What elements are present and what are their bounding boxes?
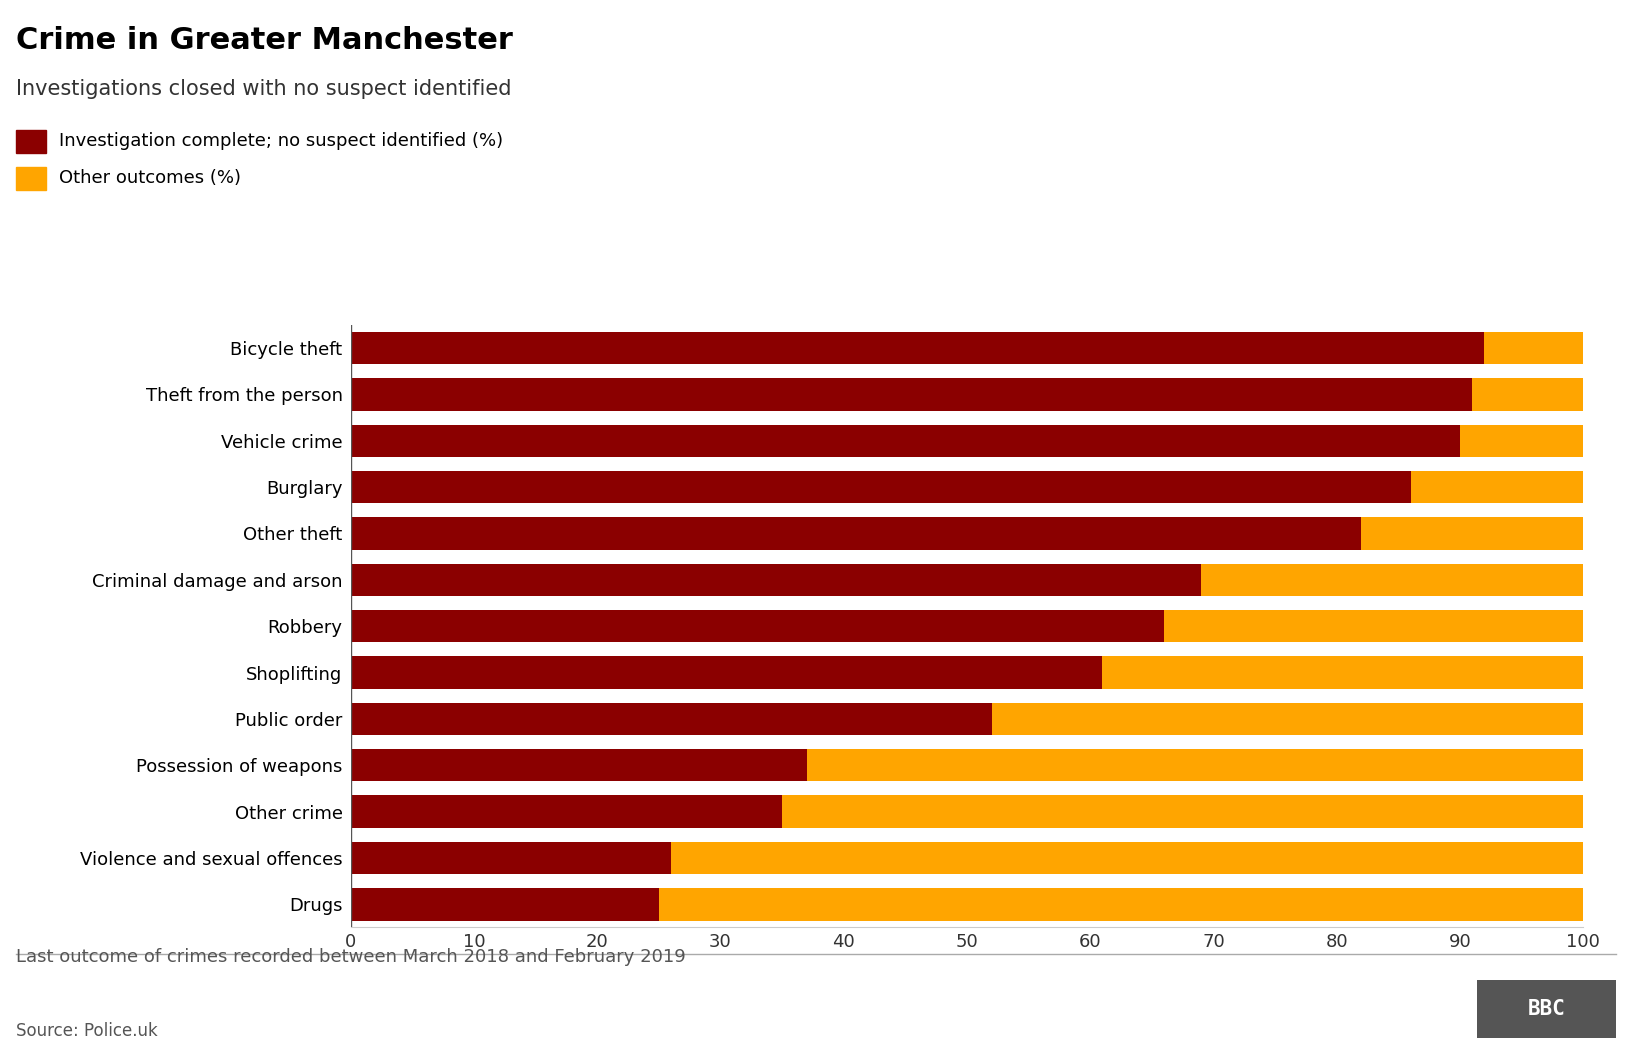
Bar [351,564,1583,596]
Bar [351,795,782,828]
Bar [351,332,1583,365]
Bar [351,795,1583,828]
Text: Source: Police.uk: Source: Police.uk [16,1022,158,1040]
Bar [351,656,1583,689]
Bar [351,332,1485,365]
Bar [351,518,1583,550]
Text: BBC: BBC [1528,999,1565,1019]
Bar [351,702,1583,735]
Bar [351,471,1583,503]
Bar [351,702,992,735]
Text: Investigation complete; no suspect identified (%): Investigation complete; no suspect ident… [59,132,503,151]
Bar [351,424,1461,457]
Bar [351,656,1103,689]
Bar [351,518,1361,550]
Text: Crime in Greater Manchester: Crime in Greater Manchester [16,26,512,56]
Bar [351,888,1583,920]
Text: Last outcome of crimes recorded between March 2018 and February 2019: Last outcome of crimes recorded between … [16,948,685,966]
Bar [351,888,659,920]
Text: Investigations closed with no suspect identified: Investigations closed with no suspect id… [16,79,512,99]
Bar [351,471,1410,503]
Bar [351,610,1164,642]
Text: Other outcomes (%): Other outcomes (%) [59,169,242,188]
Bar [351,749,1583,782]
Bar [351,842,1583,874]
Bar [351,378,1583,411]
Bar [351,749,806,782]
Bar [351,378,1472,411]
Bar [351,842,671,874]
Bar [351,564,1201,596]
Bar [351,610,1583,642]
Bar [351,424,1583,457]
